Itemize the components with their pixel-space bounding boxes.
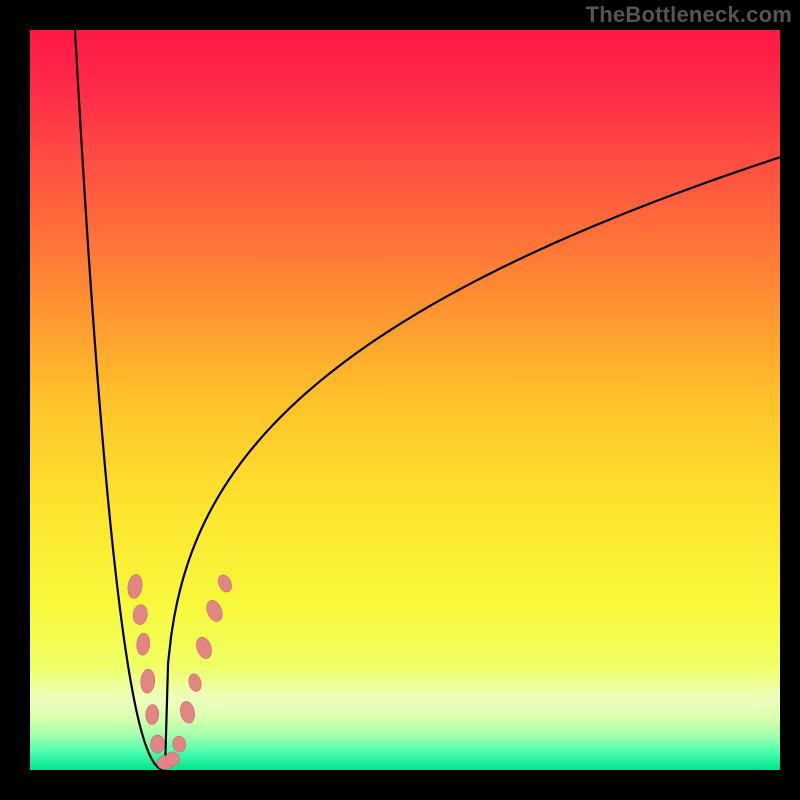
data-marker (151, 735, 165, 753)
figure-root: TheBottleneck.com (0, 0, 800, 800)
plot-svg (30, 30, 780, 770)
plot-background (30, 30, 780, 770)
plot-area (30, 30, 780, 770)
watermark-text: TheBottleneck.com (586, 2, 792, 28)
data-marker (166, 752, 180, 766)
